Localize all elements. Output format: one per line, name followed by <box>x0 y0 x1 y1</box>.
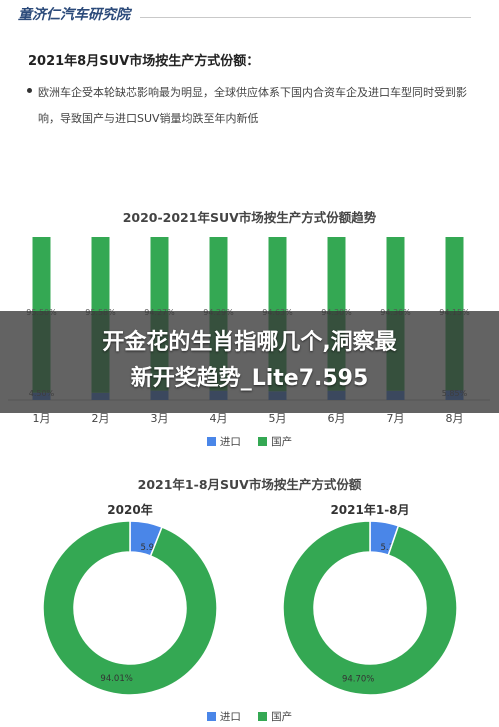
legend-item-import: 进口 <box>206 434 241 449</box>
donut-slice-label: 94.01% <box>100 674 132 684</box>
legend-item-domestic: 国产 <box>258 434 292 449</box>
donut-slice <box>282 520 458 696</box>
bar-chart-title: 2020-2021年SUV市场按生产方式份额趋势 <box>122 210 377 225</box>
donut-title-2021: 2021年1-8月 <box>330 503 410 517</box>
headline-overlay-text[interactable]: 开金花的生肖指哪几个,洞察最 新开奖趋势_Lite7.595 <box>0 325 499 397</box>
donut-slice-label: 94.70% <box>342 675 374 685</box>
bar-chart-legend: 进口 国产 <box>0 434 499 449</box>
donut-chart-legend: 进口 国产 <box>0 709 499 724</box>
bullet-dot <box>27 88 32 93</box>
donut-chart-2020: 5.99%94.01% <box>42 520 218 696</box>
donut-legend-item-import: 进口 <box>206 709 241 724</box>
donut-section-title: 2021年1-8月SUV市场按生产方式份额 <box>137 477 362 492</box>
headline-overlay-band <box>0 311 499 413</box>
section-title: 2021年8月SUV市场按生产方式份额： <box>28 54 260 69</box>
legend-label-import: 进口 <box>219 436 241 448</box>
brand-logo-text: 童济仁汽车研究院 <box>18 7 130 23</box>
header-divider <box>140 17 471 18</box>
legend-swatch-import <box>206 437 216 446</box>
bullet-text: 欧洲车企受本轮缺芯影响最为明显，全球供应体系下国内合资车企及进口车型同时受到影响… <box>38 86 467 125</box>
donut-legend-item-domestic: 国产 <box>258 709 292 724</box>
bar-category-label: 7月 <box>387 412 405 425</box>
donut-legend-swatch-domestic <box>258 712 268 721</box>
bar-category-label: 4月 <box>210 412 228 425</box>
donut-slice <box>42 520 218 696</box>
donut-title-2020: 2020年 <box>107 503 153 517</box>
legend-label-domestic: 国产 <box>271 436 293 448</box>
bar-category-label: 2月 <box>92 412 110 425</box>
bar-category-label: 5月 <box>269 412 287 425</box>
bar-category-label: 8月 <box>446 412 464 425</box>
bar-category-label: 1月 <box>33 412 51 425</box>
legend-swatch-domestic <box>258 437 268 446</box>
headline-line-1: 开金花的生肖指哪几个,洞察最 <box>102 330 397 355</box>
donut-legend-label-domestic: 国产 <box>271 711 293 723</box>
bar-category-label: 6月 <box>328 412 346 425</box>
headline-line-2: 新开奖趋势_Lite7.595 <box>130 366 369 391</box>
donut-legend-swatch-import <box>206 712 216 721</box>
donut-legend-label-import: 进口 <box>219 711 241 723</box>
bar-category-label: 3月 <box>151 412 169 425</box>
donut-chart-2021: 5.30%94.70% <box>282 520 458 696</box>
